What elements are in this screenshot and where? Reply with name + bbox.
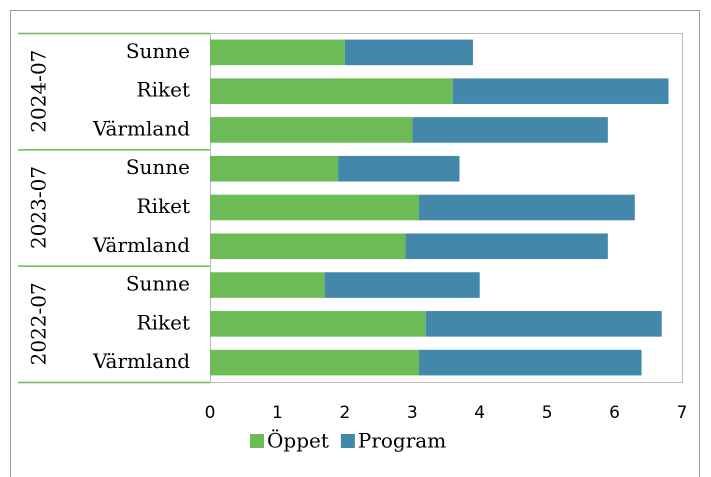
- bar-segment: [210, 233, 406, 260]
- legend-label: Öppet: [267, 428, 329, 453]
- group-label: 2024-07: [27, 50, 51, 133]
- bar-segment: [210, 349, 420, 376]
- y-tick-label: Riket: [137, 78, 190, 102]
- bar-segment: [324, 272, 480, 298]
- bar-segment: [412, 117, 608, 143]
- bar-segment: [210, 155, 339, 182]
- y-tick-label: Värmland: [92, 233, 190, 257]
- bar-segment: [344, 39, 473, 66]
- chart-border: [10, 10, 700, 477]
- x-tick-label: 0: [205, 403, 216, 423]
- bar-segment: [405, 233, 608, 260]
- x-tick-label: 3: [407, 403, 418, 423]
- bar-segment: [338, 155, 460, 182]
- bar-segment: [210, 39, 345, 66]
- x-tick-label: 7: [677, 403, 688, 423]
- y-tick-label: Värmland: [92, 116, 190, 140]
- bar-segment: [452, 78, 669, 104]
- y-tick-label: Riket: [137, 194, 190, 218]
- bar-segment: [419, 194, 635, 221]
- y-tick-label: Sunne: [126, 39, 190, 63]
- x-tick-label: 5: [542, 403, 553, 423]
- x-tick-label: 1: [272, 403, 283, 423]
- bar-segment: [210, 78, 453, 104]
- bar-segment: [210, 194, 420, 221]
- bar-segment: [210, 117, 413, 143]
- bar-segment: [210, 311, 426, 337]
- y-tick-label: Riket: [137, 310, 190, 334]
- y-tick-label: Värmland: [92, 349, 190, 373]
- legend-swatch: [340, 434, 355, 448]
- x-tick-label: 4: [474, 403, 485, 423]
- group-label: 2023-07: [27, 166, 51, 249]
- y-tick-label: Sunne: [126, 272, 190, 296]
- y-tick-label: Sunne: [126, 155, 190, 179]
- legend-swatch: [250, 434, 264, 448]
- x-tick-label: 2: [339, 403, 350, 423]
- bar-segment: [210, 272, 325, 298]
- bar-segment: [425, 311, 662, 337]
- x-tick-label: 6: [609, 403, 620, 423]
- bar-segment: [419, 349, 642, 376]
- group-label: 2022-07: [27, 282, 51, 365]
- legend-label: Program: [358, 429, 446, 453]
